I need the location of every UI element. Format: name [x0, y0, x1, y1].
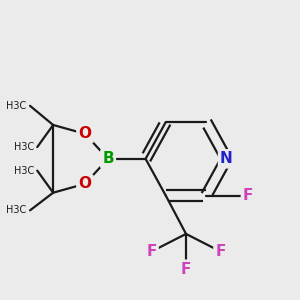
- Text: F: F: [181, 262, 191, 277]
- Text: O: O: [78, 176, 92, 191]
- Text: H3C: H3C: [6, 101, 27, 111]
- Text: H3C: H3C: [14, 166, 34, 176]
- Text: H3C: H3C: [14, 142, 34, 152]
- Text: F: F: [215, 244, 226, 259]
- Text: N: N: [220, 151, 233, 166]
- Text: B: B: [102, 151, 114, 166]
- Text: F: F: [243, 188, 253, 203]
- Text: H3C: H3C: [6, 206, 27, 215]
- Text: F: F: [146, 244, 157, 259]
- Text: O: O: [78, 126, 92, 141]
